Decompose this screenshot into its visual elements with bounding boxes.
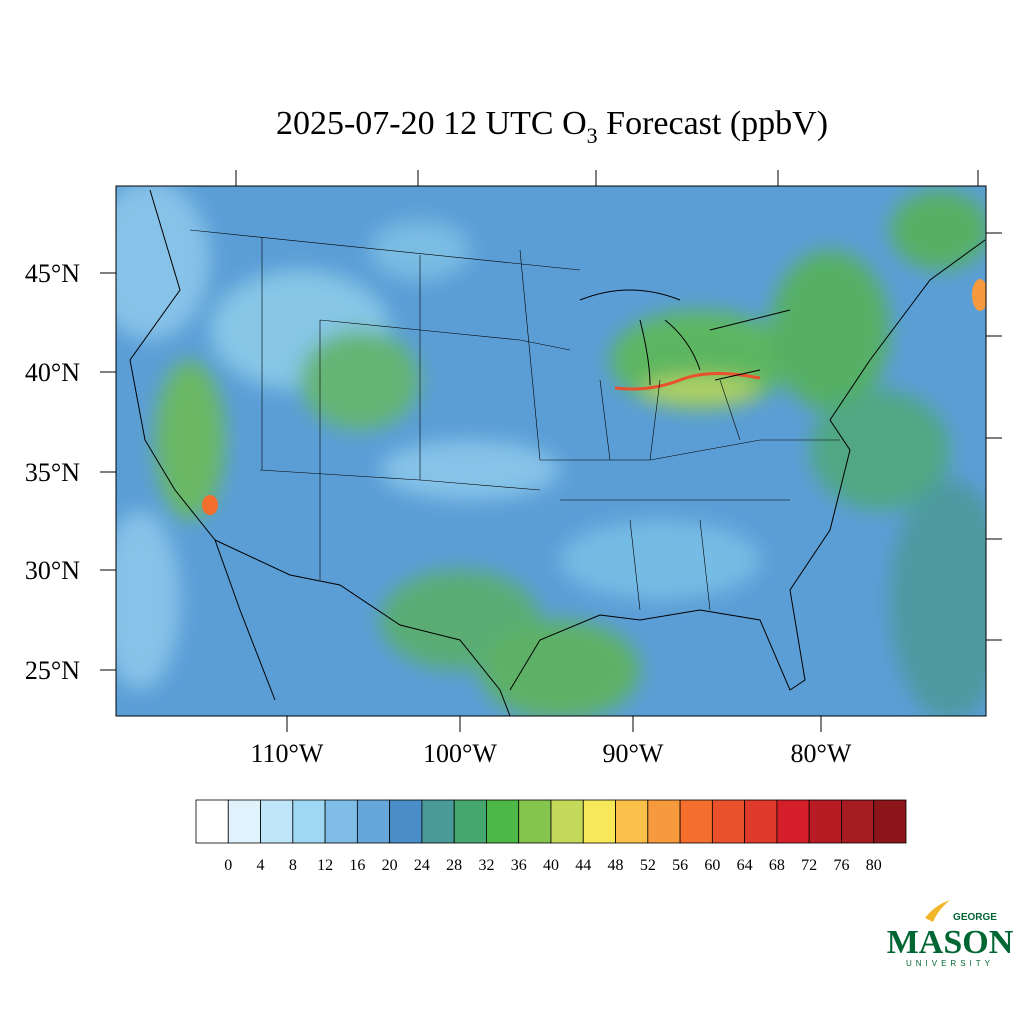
title: 2025-07-20 12 UTC O3 Forecast (ppbV) (276, 105, 828, 148)
colorbar-box (776, 799, 810, 844)
colorbar-box (292, 799, 326, 844)
colorbar-box (744, 799, 778, 844)
logo-top: GEORGE (953, 912, 997, 923)
lat-label: 25°N (25, 656, 80, 685)
map-field (116, 186, 986, 716)
colorbar-box (841, 799, 875, 844)
colorbar-label: 20 (382, 857, 398, 874)
logo-bottom: UNIVERSITY (906, 959, 994, 968)
colorbar-label: 48 (608, 857, 624, 874)
colorbar-label: 56 (672, 857, 688, 874)
colorbar-label: 52 (640, 857, 656, 874)
title-text: Forecast (ppbV) (598, 105, 828, 142)
colorbar-label: 12 (317, 857, 333, 874)
colorbar-box (679, 799, 713, 844)
colorbar-box (518, 799, 552, 844)
colorbar-label: 32 (478, 857, 494, 874)
colorbar-label: 44 (575, 857, 591, 874)
colorbar-label: 16 (349, 857, 365, 874)
colorbar-label: 60 (704, 857, 720, 874)
lat-label: 40°N (25, 358, 80, 387)
colorbar-box (550, 799, 584, 844)
colorbar-box (486, 799, 520, 844)
lon-label: 110°W (251, 739, 324, 768)
colorbar-label: 72 (801, 857, 817, 874)
colorbar-box (421, 799, 455, 844)
lat-label: 35°N (25, 458, 80, 487)
map-frame (115, 185, 987, 717)
colorbar-box (808, 799, 842, 844)
lat-label: 45°N (25, 259, 80, 288)
lon-label: 100°W (423, 739, 497, 768)
colorbar-label: 28 (446, 857, 462, 874)
colorbar-box (324, 799, 358, 844)
colorbar-label: 4 (257, 857, 265, 874)
lon-label: 80°W (791, 739, 852, 768)
colorbar-box (389, 799, 423, 844)
colorbar-box (873, 799, 907, 844)
colorbar-box (195, 799, 229, 844)
lon-label: 90°W (603, 739, 664, 768)
colorbar-box (260, 799, 294, 844)
colorbar-label: 80 (866, 857, 882, 874)
colorbar-label: 24 (414, 857, 430, 874)
frame-ticks (235, 170, 1002, 641)
colorbar-label: 76 (833, 857, 849, 874)
title-text: 2025-07-20 12 UTC O (276, 105, 587, 142)
title-subscript: 3 (587, 123, 598, 148)
colorbar-label: 0 (224, 857, 232, 874)
colorbar-label: 8 (289, 857, 297, 874)
colorbar-box (615, 799, 649, 844)
colorbar-label: 64 (737, 857, 753, 874)
colorbar-box (711, 799, 746, 844)
colorbar-box (356, 799, 391, 844)
colorbar-label: 68 (769, 857, 785, 874)
logo-main: MASON (887, 924, 1014, 961)
colorbar-label: 40 (543, 857, 559, 874)
colorbar-box (453, 799, 487, 844)
colorbar-label: 36 (511, 857, 527, 874)
colorbar-box (582, 799, 616, 844)
lat-label: 30°N (25, 556, 80, 585)
colorbar-box (647, 799, 681, 844)
logo: GEORGE MASON UNIVERSITY (887, 900, 1014, 968)
colorbar-box (227, 799, 261, 844)
